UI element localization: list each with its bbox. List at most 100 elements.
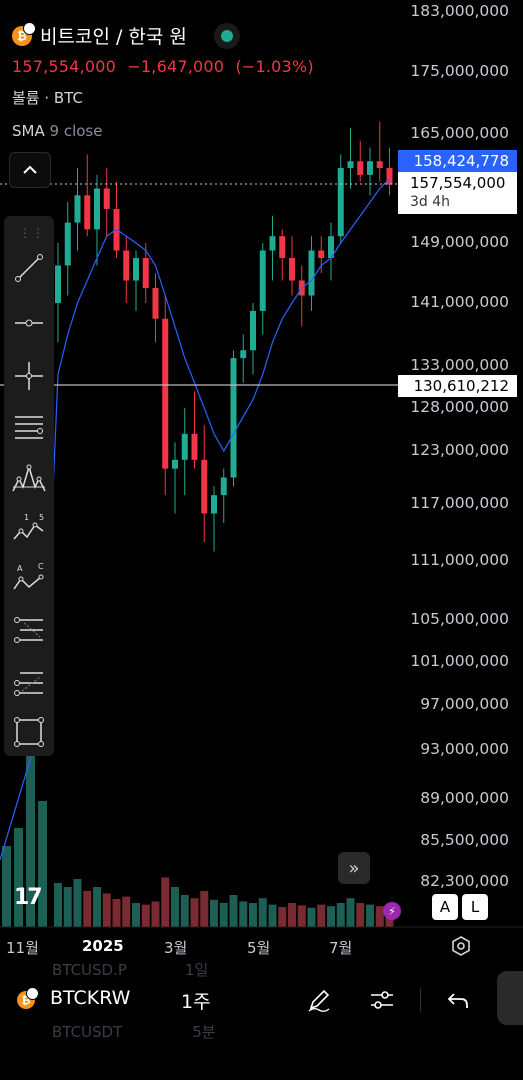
ghost-symbol: BTCUSDT	[52, 1023, 123, 1041]
volume-legend[interactable]: 볼륨 · BTC	[12, 89, 83, 107]
price-axis-label: 101,000,000	[410, 652, 509, 670]
candle-body	[367, 161, 373, 175]
candle-body	[103, 188, 110, 209]
tradingview-logo-icon[interactable]: 17	[14, 885, 43, 910]
volume-bar	[219, 903, 228, 927]
collapse-legend-button[interactable]	[9, 152, 51, 188]
price-change: −1,647,000	[127, 57, 225, 76]
fib-retracement-icon	[14, 617, 43, 643]
volume-bar	[151, 901, 160, 927]
volume-bar	[161, 877, 170, 927]
more-tools-button[interactable]	[497, 971, 523, 1025]
candle-body	[289, 258, 295, 281]
toolbar-separator	[420, 988, 421, 1012]
price-axis-label: 165,000,000	[410, 124, 509, 142]
volume-bar	[190, 898, 199, 927]
sma-name: SMA	[12, 122, 45, 140]
horizontal-ray-icon	[15, 319, 43, 327]
candles	[55, 121, 393, 552]
volume-bar	[210, 899, 218, 927]
candle-body	[142, 258, 149, 288]
undo-button[interactable]	[443, 985, 473, 1015]
price-axis-label: 89,000,000	[420, 789, 509, 807]
interval-selector[interactable]: 1주	[181, 991, 211, 1013]
volume-bar	[73, 879, 82, 927]
tool-rectangle[interactable]	[9, 712, 49, 752]
volume-bar	[317, 904, 326, 927]
volume-bar	[200, 891, 209, 927]
tool-head-shoulders[interactable]	[9, 458, 49, 498]
volume-bar	[14, 828, 23, 927]
volume-bar	[375, 906, 384, 927]
sma-legend[interactable]: SMA 9 close	[12, 122, 102, 140]
tool-fib-retracement[interactable]	[9, 610, 49, 650]
tool-trend-line[interactable]	[9, 248, 49, 288]
candle-body	[181, 433, 188, 460]
candle-body	[259, 250, 266, 311]
symbol-selector[interactable]: BTCKRW	[50, 987, 131, 1009]
price-axis-label: 175,000,000	[410, 62, 509, 80]
volume-bar	[180, 895, 189, 927]
drawing-tools-button[interactable]	[304, 985, 334, 1015]
sma-value-tag: 158,424,778	[398, 150, 517, 172]
scroll-to-realtime-button[interactable]: »	[338, 852, 370, 884]
price-axis-label: 141,000,000	[410, 293, 509, 311]
time-axis-label: 5월	[247, 939, 271, 957]
bottom-toolbar: ₿ BTCKRW 1주	[0, 970, 523, 1030]
volume-bar	[112, 899, 121, 927]
drag-handle-icon[interactable]: ⋮⋮	[19, 226, 45, 240]
settings-icon[interactable]	[450, 935, 472, 957]
candle-body	[152, 288, 159, 319]
crosshair-icon	[15, 362, 43, 390]
volume-bar	[307, 907, 316, 927]
time-axis-label: 3월	[164, 939, 188, 957]
auto-scale-button[interactable]: A	[432, 894, 458, 920]
volume-bar	[171, 887, 179, 927]
volume-bar	[102, 893, 111, 927]
tool-crosshair[interactable]	[9, 356, 49, 396]
ghost-interval: 5분	[192, 1023, 216, 1041]
volume-bar	[288, 903, 296, 927]
ghost-watchlist-row: BTCUSDT 5분	[52, 1021, 216, 1042]
volume-bar	[327, 906, 335, 927]
candle-body	[162, 318, 169, 469]
price-axis-label: 133,000,000	[410, 356, 509, 374]
candle-body	[308, 250, 315, 296]
tool-fib-extension[interactable]	[9, 662, 49, 702]
volume-bar	[249, 903, 257, 927]
volume-bar	[26, 756, 35, 927]
indicator-settings-button[interactable]	[367, 985, 397, 1015]
volume-bar	[356, 903, 365, 927]
volume-bar	[336, 903, 345, 927]
last-price: 157,554,000	[12, 57, 116, 76]
volume-bar	[122, 896, 131, 927]
tool-parallel-lines[interactable]	[9, 406, 49, 446]
volume-bar	[38, 801, 47, 927]
log-scale-button[interactable]: L	[462, 894, 488, 920]
candle-body	[220, 477, 227, 496]
candle-body	[386, 168, 393, 185]
volume-bar	[63, 887, 72, 927]
candle-body	[230, 358, 237, 478]
candle-body	[337, 168, 344, 237]
price-axis-label: 82,300,000	[420, 872, 509, 890]
price-change-percent: (−1.03%)	[235, 57, 314, 76]
candle-body	[250, 310, 256, 351]
price-axis-label: 85,500,000	[420, 831, 509, 849]
candle-body	[357, 161, 364, 175]
volume-bar	[239, 901, 248, 927]
crosshair-price-tag: 130,610,212	[398, 375, 517, 397]
candle-body	[64, 222, 71, 266]
ghost-interval: 1일	[184, 961, 209, 979]
live-status-icon	[220, 29, 233, 42]
flash-icon[interactable]: ⚡	[383, 902, 401, 920]
svg-text:C: C	[38, 562, 44, 571]
symbol-title[interactable]: 비트코인 / 한국 원	[40, 26, 187, 48]
candle-body	[376, 161, 383, 169]
tool-horizontal-ray[interactable]	[9, 303, 49, 343]
